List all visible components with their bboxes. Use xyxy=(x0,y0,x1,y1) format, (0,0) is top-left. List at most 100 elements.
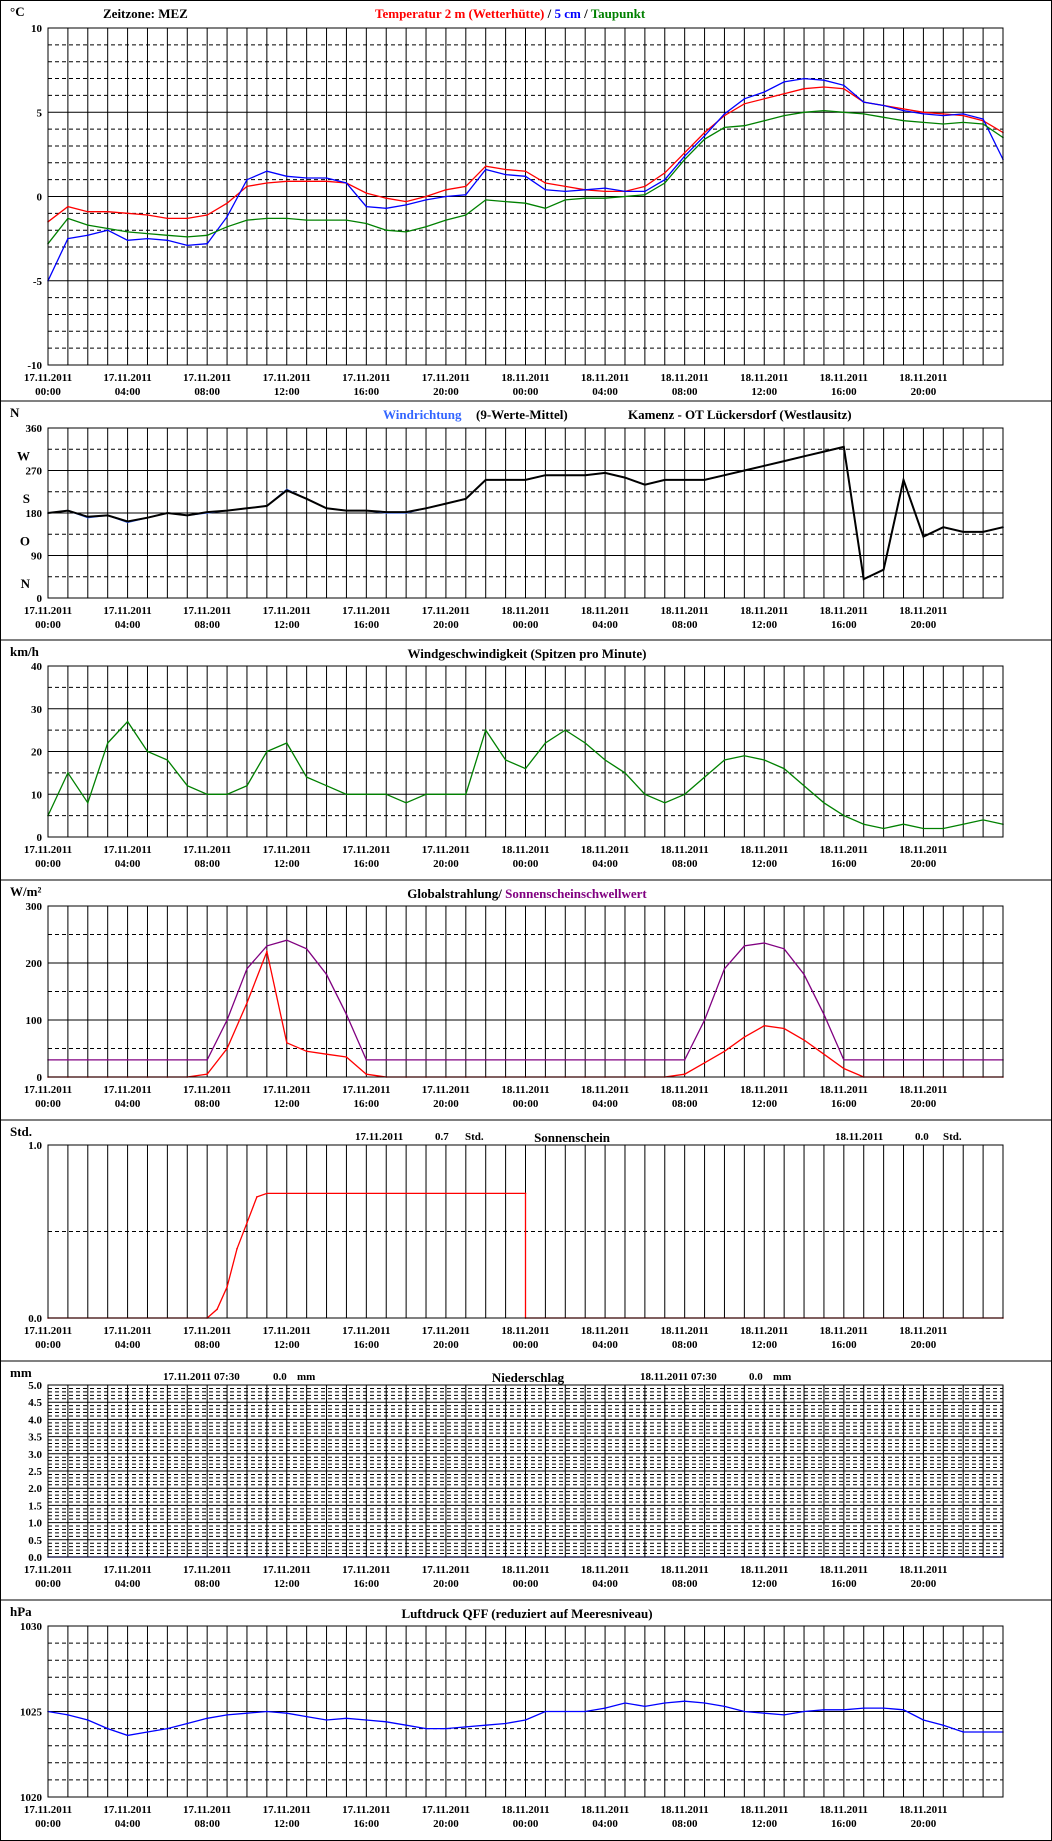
data-point xyxy=(266,950,268,953)
x-tick-date: 17.11.2011 xyxy=(183,1804,231,1816)
data-point xyxy=(126,1734,129,1737)
x-tick-date: 17.11.2011 xyxy=(24,605,72,617)
x-tick-time: 04:00 xyxy=(115,858,141,870)
data-point xyxy=(385,229,388,231)
data-point xyxy=(783,81,785,83)
x-tick-date: 17.11.2011 xyxy=(342,1325,390,1337)
panel-pressure: 1030 1025 1020 hPa 17.11.2011 00:00 17.11.2011… xyxy=(10,1604,1004,1830)
data-point xyxy=(942,1059,945,1061)
x-tick-date: 17.11.2011 xyxy=(263,1084,311,1096)
unit-label: mm xyxy=(10,1365,32,1380)
x-tick-time: 08:00 xyxy=(672,858,698,870)
x-tick-date: 18.11.2011 xyxy=(820,1325,868,1337)
chart-title: Windrichtung xyxy=(383,407,462,422)
y-tick-label: 90 xyxy=(31,551,43,563)
x-tick-date: 17.11.2011 xyxy=(263,372,311,384)
data-point xyxy=(644,190,646,193)
x-tick-date: 17.11.2011 xyxy=(183,844,231,856)
data-point xyxy=(922,113,925,115)
x-tick-time: 20:00 xyxy=(911,1578,937,1590)
x-tick-date: 17.11.2011 xyxy=(263,1325,311,1337)
day1-date: 17.11.2011 xyxy=(355,1131,403,1143)
data-point xyxy=(206,242,208,245)
x-tick-time: 08:00 xyxy=(672,619,698,631)
data-point xyxy=(325,180,328,183)
data-point xyxy=(524,767,527,770)
data-point xyxy=(763,1712,766,1714)
data-point xyxy=(644,185,646,188)
y-tick-label: 0 xyxy=(37,593,43,605)
data-point xyxy=(445,219,447,221)
data-point xyxy=(584,742,586,744)
data-point xyxy=(723,1050,726,1053)
data-point xyxy=(305,219,308,221)
y-tick-label: 0.5 xyxy=(28,1535,42,1547)
data-point xyxy=(723,967,726,970)
data-point xyxy=(365,192,368,194)
data-point xyxy=(843,446,845,448)
data-point xyxy=(962,1731,964,1733)
data-point xyxy=(445,1059,447,1061)
data-point xyxy=(982,819,984,821)
data-point xyxy=(823,79,825,81)
data-point xyxy=(723,759,726,761)
data-point xyxy=(524,479,527,481)
x-tick-time: 08:00 xyxy=(672,1098,698,1110)
x-tick-time: 20:00 xyxy=(433,386,459,398)
data-point xyxy=(266,170,268,172)
data-point xyxy=(146,1059,149,1061)
data-point xyxy=(564,1059,567,1061)
x-tick-date: 17.11.2011 xyxy=(342,1564,390,1576)
x-tick-date: 17.11.2011 xyxy=(183,1564,231,1576)
x-tick-date: 17.11.2011 xyxy=(103,844,151,856)
data-point xyxy=(166,759,169,761)
data-point xyxy=(405,231,407,233)
data-point xyxy=(465,1726,467,1728)
data-point xyxy=(823,109,825,112)
data-point xyxy=(882,104,885,107)
x-tick-date: 17.11.2011 xyxy=(342,372,390,384)
data-point xyxy=(962,113,964,115)
x-tick-time: 16:00 xyxy=(353,858,379,870)
x-tick-date: 17.11.2011 xyxy=(263,605,311,617)
data-point xyxy=(445,195,447,198)
data-point xyxy=(425,1727,427,1730)
x-tick-date: 17.11.2011 xyxy=(422,1325,470,1337)
y-tick-label: 5.0 xyxy=(28,1380,42,1392)
data-point xyxy=(226,1047,228,1050)
data-point xyxy=(405,200,407,203)
x-tick-date: 17.11.2011 xyxy=(342,1084,390,1096)
x-tick-time: 20:00 xyxy=(433,1098,459,1110)
data-point xyxy=(87,224,89,226)
data-point xyxy=(226,215,228,218)
data-point xyxy=(723,126,726,129)
data-point xyxy=(186,217,189,220)
data-point xyxy=(256,1196,258,1198)
x-tick-time: 16:00 xyxy=(831,1098,857,1110)
x-tick-date: 18.11.2011 xyxy=(581,1564,629,1576)
x-tick-time: 20:00 xyxy=(911,1098,937,1110)
x-tick-date: 17.11.2011 xyxy=(24,1084,72,1096)
data-point xyxy=(126,720,129,723)
data-point xyxy=(385,197,388,199)
data-point xyxy=(843,1067,845,1070)
data-point xyxy=(445,502,447,505)
data-point xyxy=(664,479,666,481)
data-point xyxy=(484,479,487,481)
data-point xyxy=(683,1073,686,1075)
data-point xyxy=(584,1710,586,1713)
data-point xyxy=(166,1727,169,1730)
x-tick-time: 12:00 xyxy=(751,619,777,631)
data-point xyxy=(683,1059,686,1061)
x-tick-time: 12:00 xyxy=(274,1578,300,1590)
chart-title: Temperatur 2 m (Wetterhütte) / 5 cm / Ta… xyxy=(375,6,646,21)
data-point xyxy=(166,239,169,242)
unit-label: W/m² xyxy=(10,884,41,899)
x-tick-date: 17.11.2011 xyxy=(342,1804,390,1816)
data-point xyxy=(683,479,686,481)
y-tick-label: 2.0 xyxy=(28,1483,42,1495)
data-point xyxy=(763,91,766,93)
data-point xyxy=(286,175,288,178)
data-point xyxy=(524,170,527,172)
x-tick-date: 17.11.2011 xyxy=(103,1804,151,1816)
